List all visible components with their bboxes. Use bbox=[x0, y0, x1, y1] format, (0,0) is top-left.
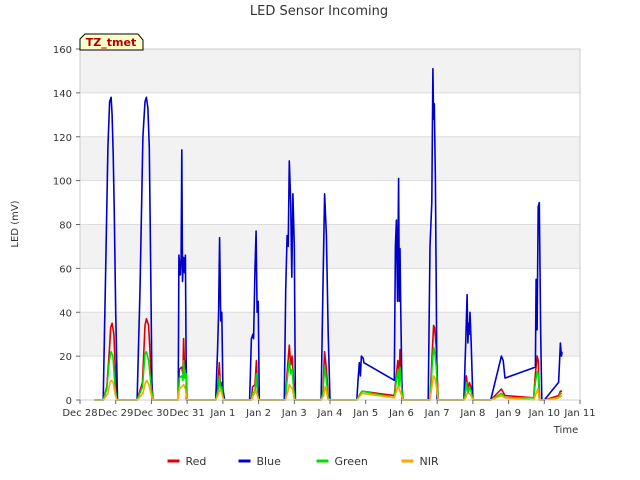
x-tick-label: Jan 6 bbox=[388, 408, 414, 419]
y-tick-label: 160 bbox=[53, 45, 72, 56]
y-tick-label: 100 bbox=[53, 177, 72, 188]
legend-item-green: Green bbox=[316, 455, 368, 468]
y-tick-label: 60 bbox=[59, 264, 72, 275]
background-bands bbox=[80, 49, 580, 400]
series-line-blue bbox=[94, 67, 563, 401]
x-tick-label: Dec 30 bbox=[134, 408, 169, 419]
y-tick-label: 120 bbox=[53, 133, 72, 144]
y-tick-label: 20 bbox=[59, 352, 72, 363]
band bbox=[80, 268, 580, 313]
legend-label: NIR bbox=[420, 455, 439, 468]
x-tick-label: Jan 1 bbox=[209, 408, 235, 419]
legend-label: Red bbox=[186, 455, 207, 468]
y-tick-label: 80 bbox=[59, 221, 72, 232]
y-ticks: 0 20 40 60 80 100 120 140 160 bbox=[53, 45, 80, 407]
x-tick-label: Jan 11 bbox=[563, 408, 595, 419]
legend-label: Blue bbox=[257, 455, 282, 468]
legend-item-nir: NIR bbox=[401, 455, 439, 468]
band bbox=[80, 312, 580, 357]
chart-title: LED Sensor Incoming bbox=[250, 4, 388, 19]
annotation-badge: TZ_tmet bbox=[79, 33, 144, 51]
x-tick-label: Jan 10 bbox=[528, 408, 560, 419]
x-tick-label: Jan 9 bbox=[495, 408, 521, 419]
band bbox=[80, 92, 580, 137]
band bbox=[80, 49, 580, 93]
x-tick-label: Dec 28 bbox=[62, 408, 97, 419]
band bbox=[80, 180, 580, 225]
legend-item-blue: Blue bbox=[238, 455, 282, 468]
x-tick-label: Jan 3 bbox=[281, 408, 307, 419]
annotation-text: TZ_tmet bbox=[86, 36, 136, 49]
x-tick-label: Jan 4 bbox=[317, 408, 343, 419]
x-tick-label: Jan 2 bbox=[245, 408, 271, 419]
y-axis-label: LED (mV) bbox=[10, 200, 21, 247]
x-tick-label: Jan 8 bbox=[459, 408, 485, 419]
x-tick-label: Dec 31 bbox=[170, 408, 205, 419]
legend-item-red: Red bbox=[167, 455, 207, 468]
y-tick-label: 0 bbox=[66, 396, 72, 407]
y-tick-label: 40 bbox=[59, 308, 72, 319]
x-tick-label: Jan 5 bbox=[352, 408, 378, 419]
y-tick-label: 140 bbox=[53, 89, 72, 100]
x-ticks: Dec 28 Dec 29 Dec 30 Dec 31 Jan 1 Jan 2 Jan 3 J… bbox=[62, 400, 596, 419]
legend: Red Blue Green NIR bbox=[167, 455, 439, 468]
legend-label: Green bbox=[335, 455, 368, 468]
x-tick-label: Dec 29 bbox=[98, 408, 133, 419]
x-axis-label: Time bbox=[553, 425, 578, 436]
band bbox=[80, 136, 580, 181]
x-tick-label: Jan 7 bbox=[424, 408, 450, 419]
band bbox=[80, 224, 580, 269]
